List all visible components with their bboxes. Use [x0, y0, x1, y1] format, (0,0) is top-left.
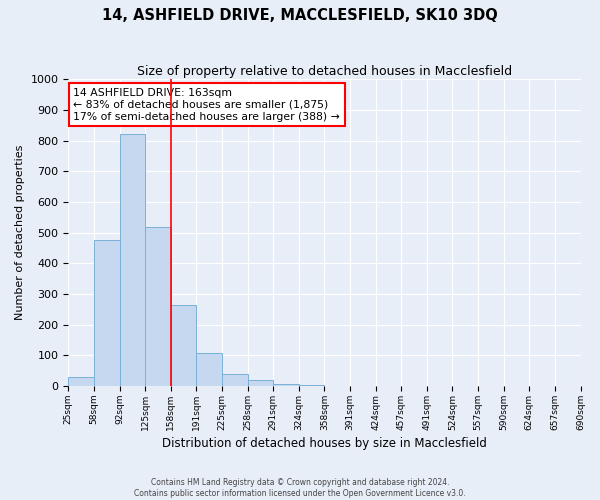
Bar	[299, 384, 325, 386]
Title: Size of property relative to detached houses in Macclesfield: Size of property relative to detached ho…	[137, 65, 512, 78]
Y-axis label: Number of detached properties: Number of detached properties	[15, 145, 25, 320]
Bar	[94, 240, 119, 386]
Text: Contains HM Land Registry data © Crown copyright and database right 2024.
Contai: Contains HM Land Registry data © Crown c…	[134, 478, 466, 498]
X-axis label: Distribution of detached houses by size in Macclesfield: Distribution of detached houses by size …	[162, 437, 487, 450]
Bar	[196, 352, 222, 386]
Bar	[68, 378, 94, 386]
Text: 14, ASHFIELD DRIVE, MACCLESFIELD, SK10 3DQ: 14, ASHFIELD DRIVE, MACCLESFIELD, SK10 3…	[102, 8, 498, 22]
Bar	[222, 374, 248, 386]
Bar	[171, 304, 196, 386]
Bar	[145, 228, 171, 386]
Bar	[119, 134, 145, 386]
Bar	[273, 384, 299, 386]
Text: 14 ASHFIELD DRIVE: 163sqm
← 83% of detached houses are smaller (1,875)
17% of se: 14 ASHFIELD DRIVE: 163sqm ← 83% of detac…	[73, 88, 340, 122]
Bar	[248, 380, 273, 386]
